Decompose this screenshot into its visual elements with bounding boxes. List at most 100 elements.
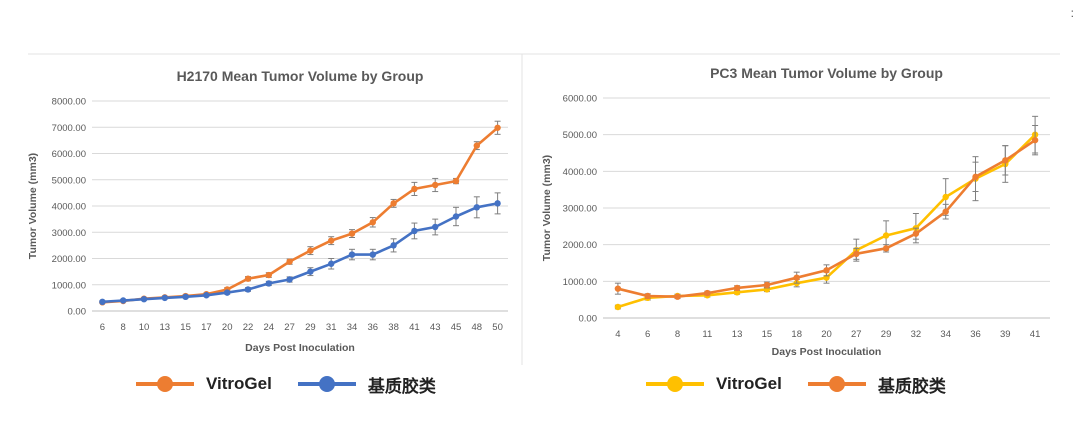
data-point: [286, 276, 293, 283]
data-point: [390, 242, 397, 249]
y-tick-label: 2000.00: [52, 254, 86, 265]
x-tick-label: 20: [222, 322, 233, 333]
x-tick-label: 41: [1030, 329, 1041, 340]
series-1: [99, 120, 501, 306]
data-point: [614, 285, 622, 292]
data-point: [369, 251, 376, 258]
data-point: [704, 289, 711, 297]
data-point: [328, 237, 335, 244]
data-point: [411, 185, 418, 193]
data-point: [793, 274, 800, 281]
legend-swatch-matrigel: [807, 376, 866, 392]
x-tick-label: 20: [821, 329, 832, 340]
x-tick-label: 6: [100, 322, 105, 333]
data-point: [853, 250, 860, 258]
x-tick-label: 27: [851, 329, 862, 340]
x-tick-label: 34: [940, 329, 951, 340]
series-line: [102, 202, 498, 304]
legend-dot: [828, 376, 845, 392]
chart-2: PC3 Mean Tumor Volume by Group 0.00 1000.0…: [541, 65, 1050, 358]
x-tick-label: 32: [911, 329, 922, 340]
data-point: [733, 284, 741, 292]
x-tick-label: 43: [430, 322, 441, 333]
data-point: [494, 200, 501, 207]
data-point: [348, 230, 356, 237]
data-point: [99, 298, 106, 306]
data-point: [432, 223, 439, 231]
data-point: [265, 280, 272, 287]
data-point: [494, 124, 501, 131]
x-tick-label: 13: [732, 329, 743, 340]
x-tick-label: 50: [492, 322, 503, 333]
data-point: [473, 204, 480, 211]
x-tick-label: 10: [139, 322, 150, 333]
data-point: [244, 286, 252, 293]
x-tick-label: 36: [970, 329, 981, 340]
x-tick-label: 4: [615, 329, 620, 340]
data-point: [161, 294, 168, 302]
x-tick-label: 45: [451, 322, 462, 333]
data-point: [307, 268, 314, 275]
x-tick-label: 17: [201, 322, 212, 333]
legend-item-matrigel: 基质胶类: [807, 372, 946, 397]
data-point: [369, 219, 376, 226]
y-tick-label: 4000.00: [563, 167, 597, 178]
legend-swatch-vitrogel: [646, 376, 704, 392]
y-tick-label: 3000.00: [563, 204, 597, 215]
y-tick-label: 0.00: [579, 314, 598, 325]
data-point: [182, 293, 189, 301]
data-point: [1002, 157, 1009, 164]
legend-label: 基质胶类: [877, 376, 946, 396]
data-point: [452, 177, 460, 185]
legend-dot: [667, 376, 683, 392]
data-point: [882, 245, 890, 252]
chart-title: H2170 Mean Tumor Volume by Group: [177, 68, 424, 84]
legend-label: 基质胶类: [367, 376, 436, 396]
legend-item-vitrogel: VitroGel: [646, 374, 782, 394]
y-tick-label: 4000.00: [52, 202, 86, 213]
x-tick-label: 38: [388, 322, 399, 333]
y-tick-label: 7000.00: [52, 123, 86, 134]
x-tick-label: 15: [762, 329, 773, 340]
y-tick-label: 1000.00: [52, 280, 86, 291]
y-axis-label: Tumor Volume (mm3): [27, 153, 39, 259]
data-point: [328, 260, 335, 267]
y-tick-label: 6000.00: [52, 149, 86, 160]
x-tick-label: 31: [326, 322, 337, 333]
x-tick-label: 27: [284, 322, 295, 333]
x-tick-label: 29: [881, 329, 892, 340]
data-point: [411, 227, 418, 235]
data-point: [972, 173, 979, 181]
x-tick-label: 36: [368, 322, 379, 333]
chart-1: H2170 Mean Tumor Volume by Group 0.00 1000…: [27, 68, 508, 354]
data-point: [390, 200, 397, 207]
data-point: [614, 303, 622, 311]
data-point: [307, 247, 314, 254]
legend-label: VitroGel: [716, 374, 782, 393]
legend-right: VitroGel 基质胶类: [646, 366, 972, 402]
data-point: [348, 251, 356, 258]
y-tick-label: 6000.00: [563, 94, 597, 105]
y-tick-label: 1000.00: [563, 277, 597, 288]
x-tick-label: 11: [702, 329, 712, 340]
chart-title: PC3 Mean Tumor Volume by Group: [710, 65, 943, 81]
x-tick-label: 13: [160, 322, 171, 333]
data-point: [763, 281, 771, 289]
x-tick-label: 48: [472, 322, 483, 333]
y-tick-label: 2000.00: [563, 240, 597, 251]
x-tick-label: 8: [121, 322, 126, 333]
x-tick-label: 22: [243, 322, 254, 333]
data-point: [644, 292, 651, 300]
x-tick-label: 29: [305, 322, 316, 333]
series-2: [614, 125, 1039, 300]
data-point: [286, 258, 293, 265]
legend-left: VitroGel 基质胶类: [136, 366, 462, 402]
data-point: [674, 293, 681, 300]
data-point: [452, 213, 460, 220]
x-tick-label: 6: [645, 329, 650, 340]
x-tick-label: 39: [1000, 329, 1011, 340]
data-point: [120, 297, 127, 304]
data-point: [882, 232, 890, 239]
x-axis-label: Days Post Inoculation: [245, 342, 355, 354]
x-tick-label: 15: [180, 322, 191, 333]
